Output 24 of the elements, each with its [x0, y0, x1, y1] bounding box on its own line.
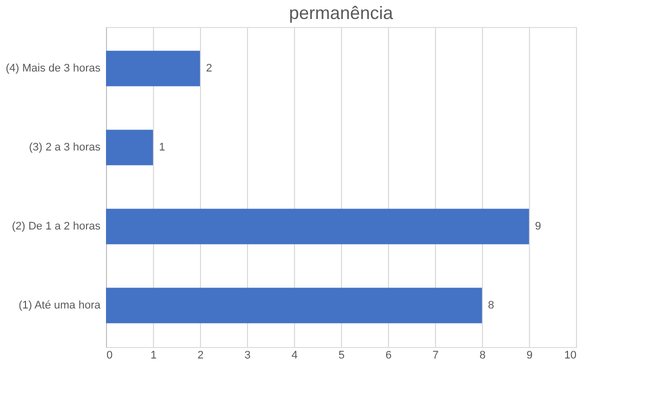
- x-tick-label: 5: [338, 350, 345, 362]
- x-tick-label: 3: [244, 350, 251, 362]
- x-tick-label: 7: [432, 350, 439, 362]
- y-tick-label: (1) Até uma hora: [18, 300, 102, 312]
- y-tick-label: (4) Mais de 3 horas: [6, 62, 101, 74]
- bar: [106, 50, 200, 86]
- data-label: 1: [159, 141, 166, 154]
- y-tick-label: (3) 2 a 3 horas: [28, 141, 101, 154]
- x-tick-label: 4: [291, 350, 298, 362]
- x-tick-label: 2: [197, 350, 204, 362]
- data-label: 8: [488, 300, 494, 312]
- x-tick-label: 6: [385, 350, 392, 362]
- x-tick-label: 10: [564, 350, 576, 362]
- bar: [106, 208, 529, 244]
- data-label: 9: [535, 220, 542, 233]
- y-tick-label: (2) De 1 a 2 horas: [12, 220, 101, 233]
- chart-title: permanência: [288, 3, 394, 23]
- bar: [106, 130, 153, 166]
- x-tick-label: 1: [150, 350, 157, 362]
- x-tick-label: 0: [106, 350, 113, 362]
- x-tick-label: 8: [479, 350, 486, 362]
- data-label: 2: [206, 62, 212, 74]
- x-tick-label: 9: [526, 350, 533, 362]
- bar: [106, 288, 482, 324]
